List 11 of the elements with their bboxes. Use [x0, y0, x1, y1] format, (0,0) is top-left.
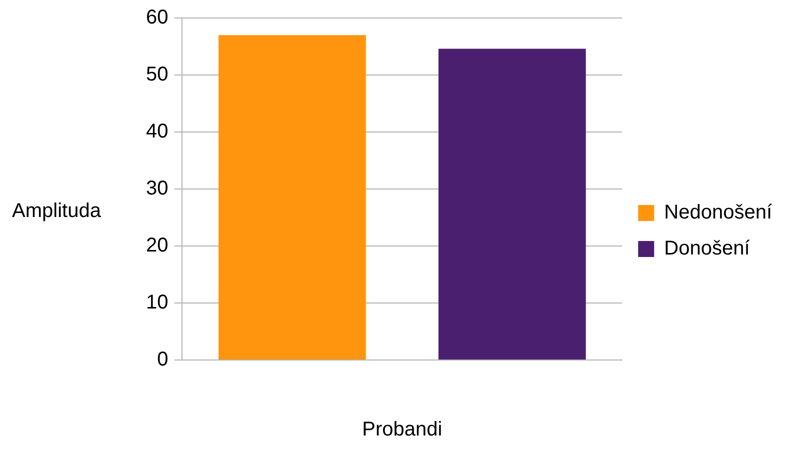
- y-axis-title: Amplituda: [12, 200, 101, 223]
- legend-label: Donošení: [664, 238, 750, 260]
- y-tick-label: 40: [146, 120, 168, 143]
- legend-label: Nedonošení: [664, 202, 772, 224]
- x-axis-title: Probandi: [362, 418, 442, 441]
- y-tick-label: 50: [146, 64, 168, 86]
- y-tick-label: 30: [146, 178, 168, 200]
- y-tick-label: 60: [146, 6, 168, 29]
- y-tick-label: 20: [146, 234, 168, 257]
- y-tick-label: 0: [157, 348, 168, 371]
- y-tick-label: 10: [146, 292, 168, 314]
